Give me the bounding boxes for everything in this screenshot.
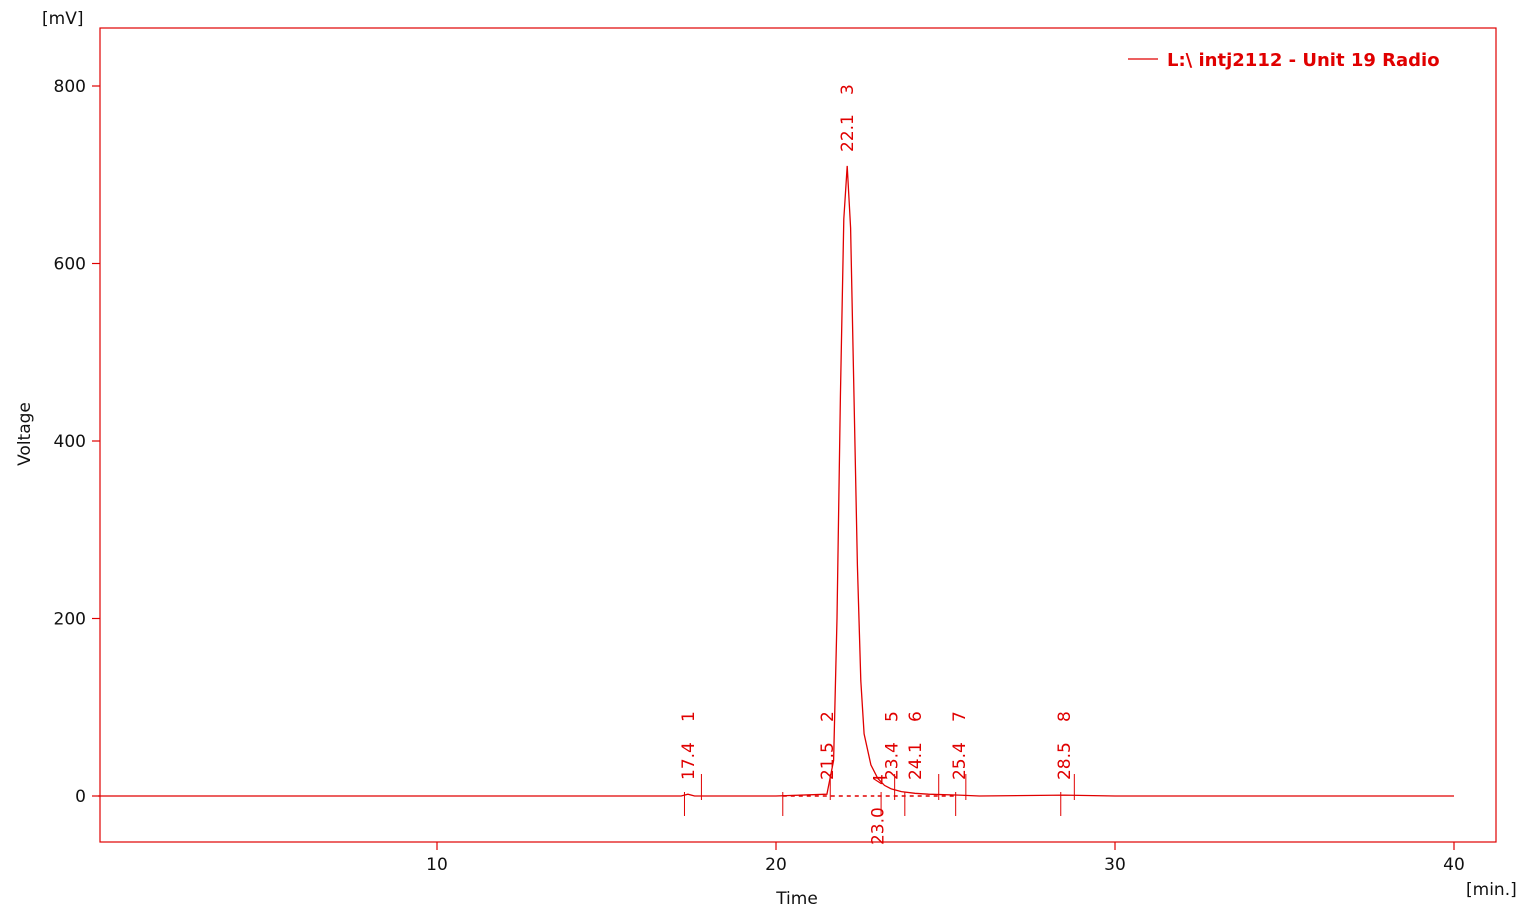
legend-label: L:\ intj2112 - Unit 19 Radio — [1167, 50, 1440, 71]
x-axis-ticks: 10 20 30 40 — [426, 842, 1465, 875]
peak-time-label: 17.4 — [679, 742, 699, 780]
y-tick-label: 0 — [75, 787, 86, 807]
peak-time-label: 23.0 — [869, 807, 889, 845]
peak-number-label: 7 — [950, 711, 970, 722]
x-unit-label: [min.] — [1466, 880, 1517, 900]
peak-number-label: 5 — [882, 711, 902, 722]
peak-number-label: 2 — [818, 711, 838, 722]
plot-area-frame — [99, 27, 1497, 843]
y-unit-label: [mV] — [42, 9, 83, 29]
peak-time-label: 21.5 — [818, 742, 838, 780]
x-tick-label: 20 — [765, 855, 787, 875]
peak-time-label: 23.4 — [882, 742, 902, 780]
peak-time-label: 28.5 — [1055, 742, 1075, 780]
peak-number-label: 4 — [871, 774, 891, 785]
x-tick-label: 10 — [426, 855, 448, 875]
peak-number-label: 6 — [906, 711, 926, 722]
y-tick-label: 800 — [54, 77, 86, 97]
peak-time-label: 25.4 — [950, 742, 970, 780]
peak-number-label: 8 — [1055, 711, 1075, 722]
legend: L:\ intj2112 - Unit 19 Radio — [1128, 50, 1440, 71]
y-axis-ticks: 0 200 400 600 800 — [54, 77, 100, 807]
peak-labels: 17.4 1 21.5 2 22.1 3 23.0 423.4 5 24.1 6 25.4 7 28.5 8 — [679, 84, 1075, 845]
chromatogram-trace — [98, 165, 1454, 797]
y-tick-label: 600 — [54, 255, 86, 275]
y-tick-label: 200 — [54, 610, 86, 630]
y-tick-label: 400 — [54, 432, 86, 452]
peak-number-label: 3 — [838, 84, 858, 95]
x-tick-label: 40 — [1443, 855, 1465, 875]
peak-number-label: 1 — [679, 711, 699, 722]
peak-time-label: 22.1 — [838, 114, 858, 152]
y-axis-title: Voltage — [15, 402, 35, 466]
peak-time-label: 24.1 — [906, 742, 926, 780]
x-axis-title: Time — [775, 889, 818, 909]
x-tick-label: 30 — [1104, 855, 1126, 875]
